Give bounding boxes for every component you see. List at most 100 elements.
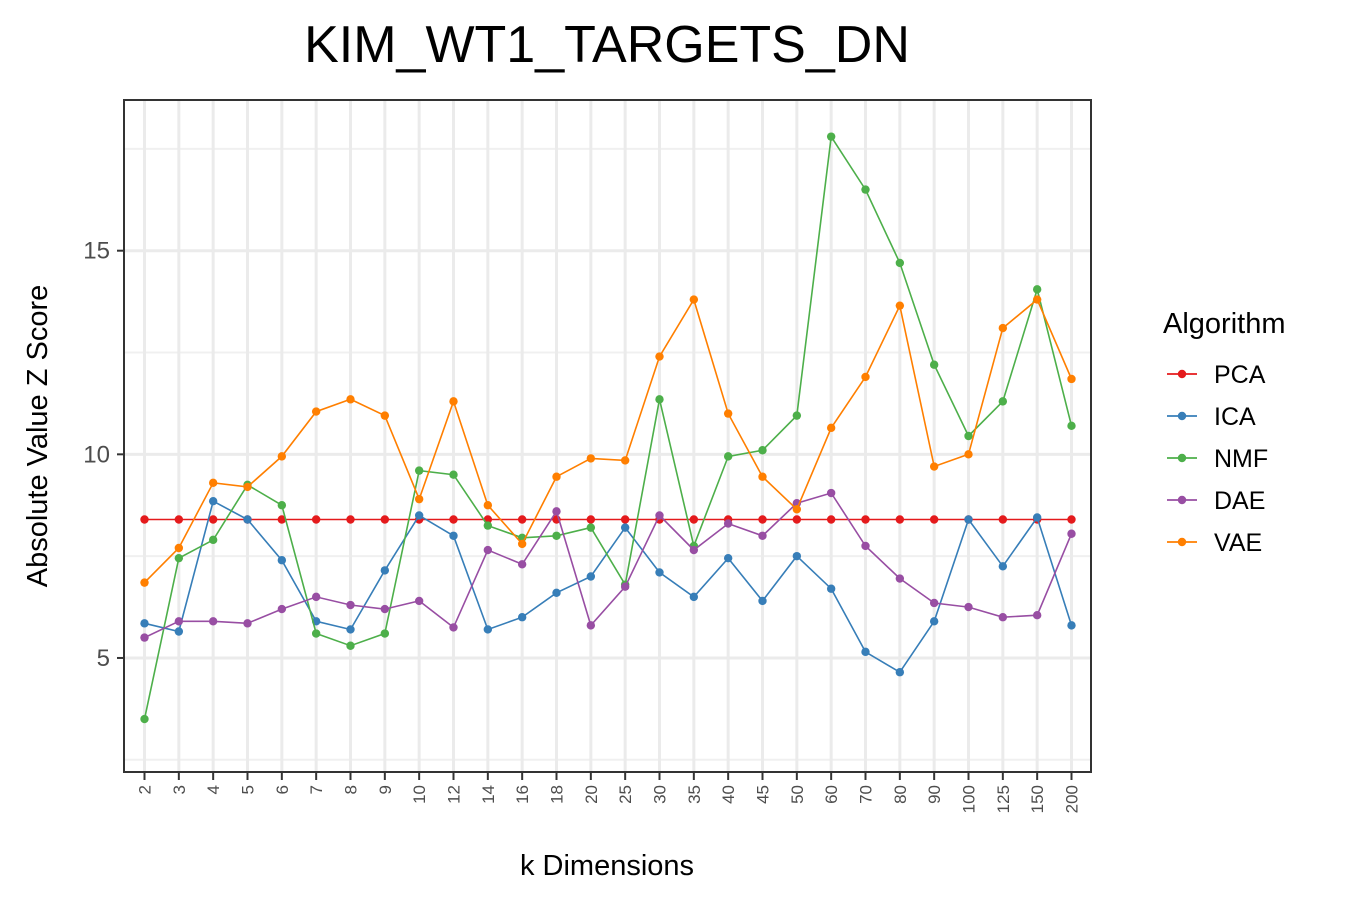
point-dae-100 (964, 602, 973, 612)
point-dae-18 (552, 507, 561, 516)
point-pca-4 (208, 515, 218, 524)
point-ica-12 (449, 531, 458, 540)
point-pca-80 (895, 515, 905, 524)
point-ica-90 (929, 617, 939, 626)
series-group (140, 132, 1076, 724)
x-tick-label-45: 45 (754, 785, 773, 804)
point-pca-16 (517, 515, 527, 524)
x-axis: 2 3 4 5 6 7 8 9 10 12 14 16 18 20 25 30 35 40 45 50 60 70 80 90… (136, 772, 1082, 813)
point-ica-50 (792, 551, 802, 561)
x-tick-label-7: 7 (307, 785, 326, 794)
point-ica-2 (140, 619, 149, 628)
point-vae-12 (449, 397, 458, 406)
point-dae-200 (1067, 529, 1076, 538)
point-nmf-125 (998, 397, 1008, 406)
point-ica-10 (414, 511, 424, 520)
point-pca-45 (758, 515, 767, 524)
point-nmf-3 (174, 553, 184, 563)
x-axis-title: k Dimensions (520, 850, 694, 882)
point-dae-30 (655, 511, 664, 520)
point-vae-30 (655, 352, 664, 361)
point-vae-7 (311, 407, 321, 416)
x-tick-label-8: 8 (342, 785, 361, 794)
series-line-nmf (143, 134, 1073, 720)
point-ica-18 (552, 588, 561, 597)
point-nmf-9 (380, 629, 390, 638)
x-tick-label-60: 60 (822, 785, 841, 804)
point-nmf-90 (929, 360, 939, 369)
point-vae-200 (1067, 374, 1076, 384)
point-pca-6 (277, 515, 287, 524)
point-ica-4 (208, 496, 218, 506)
point-vae-10 (414, 494, 424, 504)
x-tick-label-9: 9 (376, 785, 395, 794)
legend-label-ica: ICA (1214, 403, 1256, 431)
point-nmf-30 (655, 395, 664, 404)
point-pca-50 (792, 515, 802, 524)
point-vae-8 (346, 395, 355, 404)
point-dae-90 (929, 598, 939, 608)
x-tick-label-16: 16 (513, 785, 532, 804)
point-nmf-80 (895, 258, 905, 268)
point-pca-7 (311, 515, 321, 524)
x-tick-label-3: 3 (170, 785, 189, 794)
point-nmf-4 (208, 535, 218, 545)
point-pca-35 (689, 515, 699, 524)
x-tick-label-125: 125 (994, 785, 1013, 813)
point-nmf-6 (277, 501, 287, 510)
point-vae-50 (792, 505, 802, 514)
point-vae-70 (861, 372, 870, 382)
point-pca-9 (380, 515, 390, 524)
point-pca-70 (861, 515, 870, 524)
legend-point-dae (1177, 495, 1187, 505)
point-dae-7 (311, 592, 321, 602)
x-tick-label-30: 30 (651, 785, 670, 804)
point-ica-9 (380, 566, 390, 575)
point-ica-16 (517, 613, 527, 622)
point-dae-9 (380, 604, 390, 614)
series-line-dae (144, 492, 1073, 639)
point-ica-100 (964, 515, 973, 524)
point-nmf-40 (723, 452, 733, 461)
series-line-vae (143, 297, 1073, 584)
series-line-ica (144, 500, 1073, 674)
point-ica-200 (1067, 621, 1076, 630)
point-vae-150 (1032, 295, 1042, 304)
point-ica-14 (483, 625, 493, 634)
point-nmf-150 (1032, 285, 1042, 294)
x-tick-label-2: 2 (136, 785, 155, 794)
y-tick-label-5: 5 (97, 645, 110, 672)
point-dae-14 (483, 545, 493, 555)
point-ica-70 (861, 647, 870, 657)
legend-label-vae: VAE (1214, 529, 1262, 557)
y-axis: 5 10 15 (83, 238, 124, 672)
x-tick-label-10: 10 (410, 785, 429, 804)
point-dae-12 (449, 623, 458, 632)
x-tick-label-200: 200 (1063, 785, 1082, 813)
point-vae-9 (380, 411, 390, 420)
point-nmf-100 (964, 431, 973, 441)
point-vae-45 (758, 472, 767, 481)
point-pca-60 (826, 515, 836, 524)
point-ica-80 (895, 668, 905, 677)
x-tick-label-14: 14 (479, 785, 498, 804)
point-dae-3 (174, 617, 184, 626)
point-nmf-7 (311, 629, 321, 638)
x-tick-label-70: 70 (857, 785, 876, 804)
point-nmf-10 (414, 466, 424, 475)
point-dae-20 (586, 621, 596, 630)
point-nmf-45 (758, 446, 767, 455)
point-pca-20 (586, 515, 596, 524)
x-tick-label-6: 6 (273, 785, 292, 794)
point-dae-150 (1032, 611, 1042, 620)
point-ica-35 (689, 592, 699, 602)
grid-lines (124, 100, 1091, 772)
point-vae-6 (277, 452, 287, 461)
point-nmf-14 (483, 521, 493, 530)
point-ica-3 (174, 627, 184, 636)
point-vae-4 (208, 478, 218, 488)
point-ica-8 (346, 625, 355, 634)
x-tick-label-25: 25 (616, 785, 635, 804)
x-tick-label-40: 40 (719, 785, 738, 804)
point-pca-25 (620, 515, 630, 524)
